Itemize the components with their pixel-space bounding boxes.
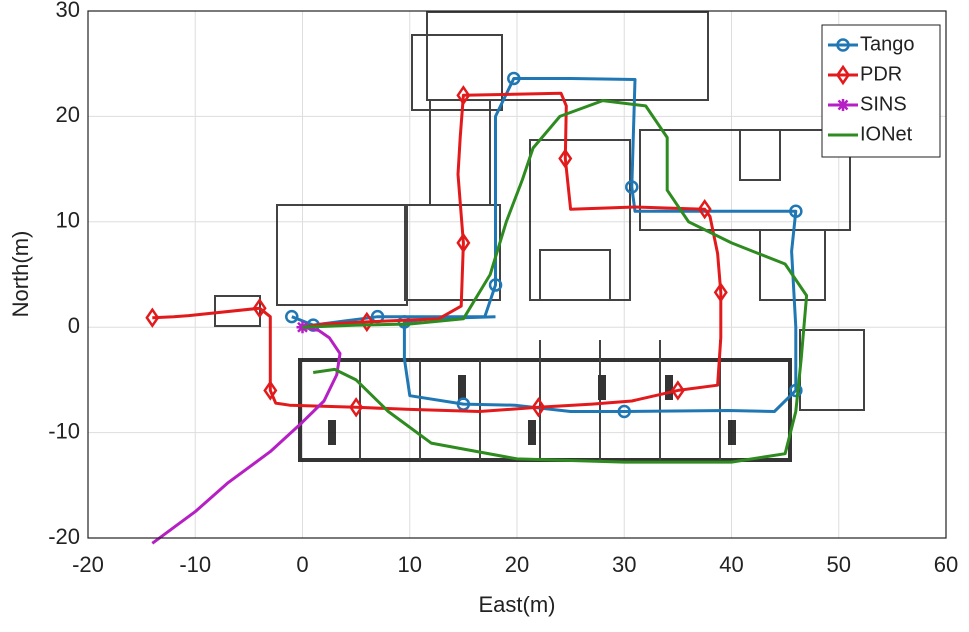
marker xyxy=(456,85,471,106)
marker xyxy=(625,180,639,194)
y-tick-label: 30 xyxy=(56,0,80,22)
x-tick-label: 20 xyxy=(505,552,529,577)
marker xyxy=(359,311,374,333)
plot-frame xyxy=(87,10,947,539)
marker xyxy=(789,204,803,219)
legend-label: PDR xyxy=(860,63,902,85)
x-tick-label: 60 xyxy=(934,552,958,577)
marker xyxy=(713,282,728,303)
marker xyxy=(670,380,685,401)
floor-plan xyxy=(214,11,865,462)
y-tick-label: 0 xyxy=(68,313,80,338)
y-tick-label: 20 xyxy=(56,102,80,127)
marker xyxy=(488,278,503,292)
marker xyxy=(252,298,267,319)
y-tick-label: 10 xyxy=(56,208,80,233)
x-tick-label: -10 xyxy=(179,552,211,577)
marker xyxy=(837,99,849,111)
marker xyxy=(789,383,803,398)
x-tick-label: 30 xyxy=(612,552,636,577)
legend: Tango PDR SINS IONet xyxy=(821,24,941,158)
legend-label: IONet xyxy=(860,123,913,145)
marker xyxy=(697,198,712,220)
y-tick-label: -10 xyxy=(48,418,80,443)
x-tick-label: -20 xyxy=(72,552,104,577)
marker xyxy=(349,397,364,418)
series-line xyxy=(302,99,809,464)
legend-label: SINS xyxy=(860,93,907,115)
x-tick-label: 50 xyxy=(827,552,851,577)
y-tick-label: -20 xyxy=(48,524,80,549)
marker xyxy=(836,38,850,52)
plot-lines xyxy=(145,71,809,545)
y-axis-label: North(m) xyxy=(8,231,33,318)
marker xyxy=(507,71,521,86)
marker xyxy=(617,404,631,419)
marker xyxy=(285,309,299,324)
x-tick-label: 40 xyxy=(719,552,743,577)
x-axis-label: East(m) xyxy=(479,592,556,617)
marker xyxy=(835,64,851,86)
series-line xyxy=(291,77,798,413)
marker xyxy=(145,307,160,328)
marker xyxy=(531,397,546,418)
legend-label: Tango xyxy=(860,33,915,55)
marker xyxy=(263,380,278,401)
x-tick-label: 10 xyxy=(398,552,422,577)
marker xyxy=(558,148,573,169)
marker xyxy=(456,232,471,254)
series-line xyxy=(151,325,342,545)
x-tick-label: 0 xyxy=(296,552,308,577)
series-line xyxy=(152,91,723,413)
